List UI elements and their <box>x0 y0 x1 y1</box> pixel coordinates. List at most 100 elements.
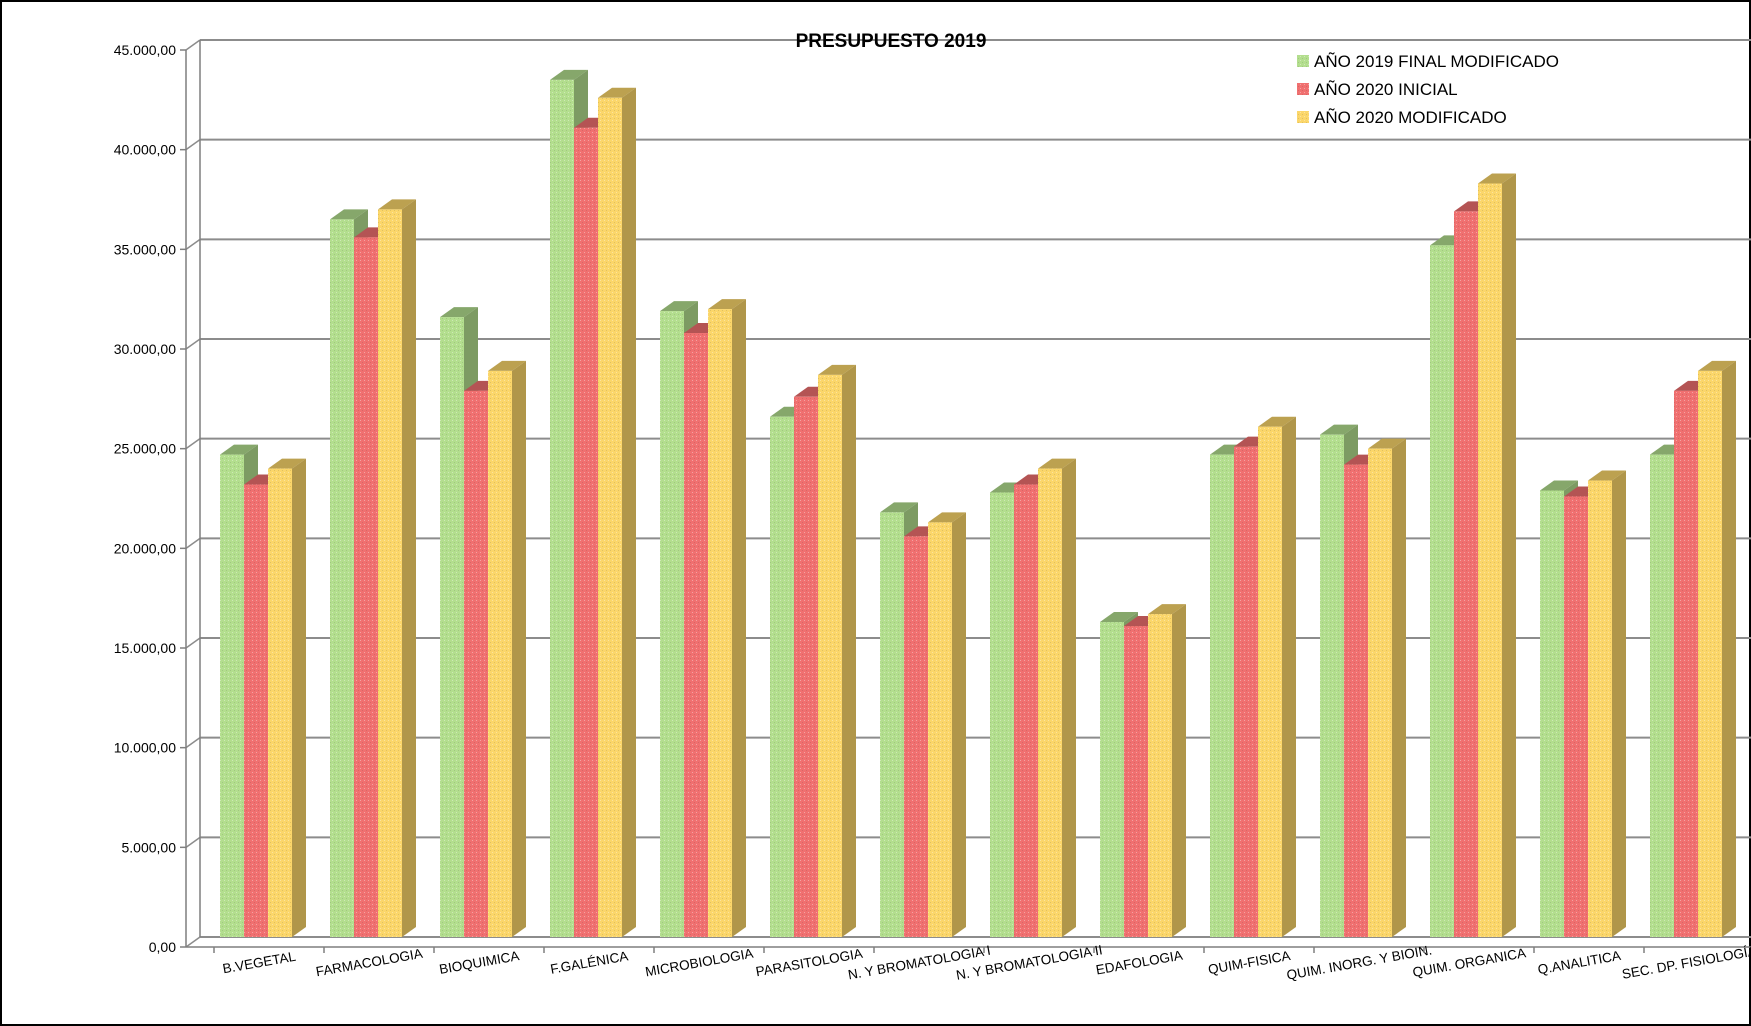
bar-top <box>550 69 588 80</box>
y-axis: 0,00 5.000,00 10.000,00 15.000,00 20.000,00 2… <box>114 40 1751 955</box>
gridline-depth <box>185 836 201 848</box>
bar-texture <box>904 536 928 937</box>
bar <box>1478 173 1516 937</box>
gridline-depth <box>185 537 201 549</box>
bar-texture <box>708 309 732 938</box>
bar-side <box>1172 604 1186 937</box>
bar-top <box>1100 612 1138 623</box>
bar-top <box>1368 438 1406 449</box>
bar-side <box>842 364 856 937</box>
y-tick-label: 10.000,00 <box>114 740 176 756</box>
bar <box>880 502 918 937</box>
bar-texture <box>1234 446 1258 937</box>
y-tick-label: 35.000,00 <box>114 241 176 257</box>
bar-side <box>1062 458 1076 937</box>
bar-top <box>220 444 258 455</box>
bar-top <box>1258 416 1296 427</box>
bar-top <box>1588 470 1626 481</box>
y-tick-label: 25.000,00 <box>114 441 176 457</box>
y-tick-label: 0,00 <box>149 939 176 955</box>
bar-top <box>488 360 526 371</box>
bar-texture <box>1344 464 1368 937</box>
bar-texture <box>1454 211 1478 938</box>
gridline-depth <box>185 139 201 151</box>
bar <box>1258 416 1296 937</box>
bar-side <box>1722 360 1736 938</box>
legend-swatch-texture <box>1297 55 1309 67</box>
bar-top <box>378 199 416 210</box>
bar-texture <box>1478 183 1502 937</box>
bar-side <box>1612 470 1626 937</box>
bar-top <box>330 209 368 220</box>
bar-texture <box>1564 496 1588 937</box>
bar-texture <box>818 374 842 937</box>
bar-texture <box>1100 622 1124 937</box>
bar-side <box>1392 438 1406 937</box>
bar-side <box>732 299 746 938</box>
bar-texture <box>1320 434 1344 937</box>
bar-top <box>880 502 918 513</box>
bar-side <box>622 87 636 938</box>
bar-texture <box>1124 626 1148 937</box>
bar-texture <box>268 468 292 937</box>
y-tick-label: 45.000,00 <box>114 42 176 58</box>
bar <box>818 364 856 937</box>
bar-top <box>1478 173 1516 184</box>
bar-texture <box>684 333 708 937</box>
bar-texture <box>574 127 598 937</box>
bar <box>1588 470 1626 937</box>
bar-texture <box>1588 480 1612 937</box>
bar-texture <box>220 454 244 937</box>
bar-texture <box>1368 448 1392 937</box>
bar-top <box>1540 480 1578 491</box>
bar-top <box>1038 458 1076 469</box>
bar <box>1698 360 1736 938</box>
bar-texture <box>244 484 268 937</box>
bar-texture <box>378 209 402 937</box>
bar <box>378 199 416 937</box>
bar-texture <box>488 370 512 938</box>
bar-top <box>660 301 698 312</box>
y-tick-label: 40.000,00 <box>114 142 176 158</box>
legend: AÑO 2019 FINAL MODIFICADO AÑO 2020 INICIA… <box>1297 52 1559 127</box>
bar-texture <box>928 522 952 937</box>
bar-side <box>952 512 966 937</box>
bar-texture <box>794 396 818 938</box>
gridline-depth <box>185 737 201 749</box>
y-tick-label: 15.000,00 <box>114 640 176 656</box>
legend-swatch-texture <box>1297 83 1309 95</box>
gridline-depth <box>185 338 201 350</box>
y-tick-label: 5.000,00 <box>122 839 177 855</box>
bar-top <box>1698 360 1736 371</box>
bar-top <box>708 299 746 310</box>
bar-texture <box>880 512 904 937</box>
bar <box>488 360 526 938</box>
gridline-depth <box>185 637 201 649</box>
bar-texture <box>1674 390 1698 937</box>
bar-top <box>268 458 306 469</box>
bar-texture <box>330 219 354 937</box>
bar-texture <box>464 390 488 937</box>
bars <box>220 69 1736 938</box>
bar-texture <box>550 79 574 937</box>
bar-texture <box>1258 426 1282 937</box>
bar-top <box>928 512 966 523</box>
gridline-depth <box>185 936 201 948</box>
bar <box>928 512 966 937</box>
chart-title: PRESUPUESTO 2019 <box>796 31 987 52</box>
legend-swatch-texture <box>1297 111 1309 123</box>
y-tick-label: 30.000,00 <box>114 341 176 357</box>
bar-texture <box>354 237 378 938</box>
bar-texture <box>990 492 1014 937</box>
bar-texture <box>1014 484 1038 937</box>
bar-side <box>402 199 416 937</box>
bar-texture <box>1210 454 1234 937</box>
bar <box>1344 454 1382 937</box>
bar-texture <box>660 311 684 937</box>
bar-texture <box>1698 370 1722 938</box>
bar-texture <box>440 317 464 937</box>
bar-texture <box>1650 454 1674 937</box>
bar-texture <box>770 416 794 937</box>
bar <box>598 87 636 938</box>
bar-texture <box>1038 468 1062 937</box>
